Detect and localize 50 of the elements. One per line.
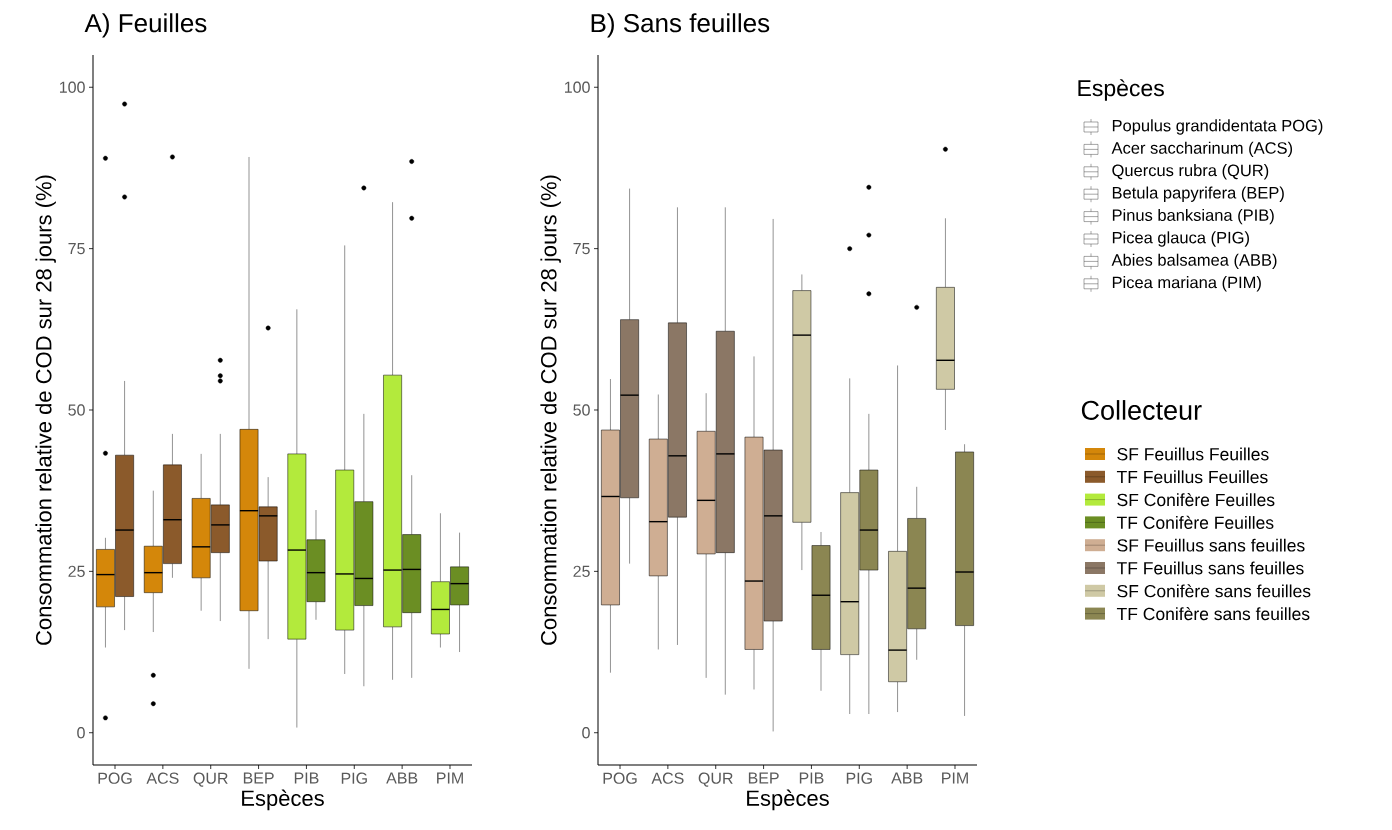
x-axis-title: Espèces: [747, 789, 829, 811]
legend-label: TF Feuillus sans feuilles: [1116, 561, 1304, 575]
x-tick-label: POG: [98, 772, 132, 784]
text: Betula papyrifera (BEP): [1112, 186, 1284, 202]
text: Picea mariana (PIM): [1112, 276, 1261, 292]
y-tick-label: 50: [68, 404, 85, 416]
x-tick-label: PIG: [846, 772, 872, 784]
x-tick-label: ABB: [891, 772, 923, 784]
y-tick-label: 25: [68, 565, 85, 578]
legend-label: TF Conifère Feuilles: [1116, 515, 1274, 529]
x-tick-label: PIG: [341, 772, 367, 784]
legend-label: SF Feuillus sans feuilles: [1117, 538, 1305, 552]
x-tick-label: POG: [603, 772, 637, 784]
x-tick-label: ACS: [146, 772, 179, 784]
text: Espèces: [1078, 79, 1164, 101]
x-tick-label: QUR: [193, 772, 228, 787]
legend-label: TF Feuillus Feuilles: [1116, 470, 1268, 484]
y-tick-label: 75: [68, 243, 85, 255]
legend-label: SF Conifère sans feuilles: [1117, 584, 1311, 598]
text: Picea glauca (PIG): [1112, 231, 1249, 247]
text: Acer saccharinum (ACS): [1111, 141, 1293, 158]
y-tick-label: 0: [77, 727, 85, 739]
x-axis-title: Espèces: [242, 789, 324, 811]
y-tick-label: 100: [565, 81, 590, 93]
y-tick-label: 0: [582, 727, 590, 739]
x-tick-label: PIB: [294, 772, 319, 784]
text: Populus grandidentata POG): [1112, 119, 1323, 135]
x-tick-label: PIM: [942, 772, 968, 784]
legend-label: SF Conifère Feuilles: [1117, 493, 1275, 507]
text: Quercus rubra (QUR): [1112, 164, 1269, 180]
text: Pinus banksiana (PIB): [1112, 208, 1274, 225]
legend-label: SF Feuillus Feuilles: [1117, 447, 1269, 461]
y-axis-title: Consommation relative de COD sur 28 jours (%): [35, 175, 56, 645]
legend-title: Collecteur: [1081, 400, 1202, 420]
y-tick-label: 50: [573, 404, 590, 416]
x-tick-label: QUR: [698, 772, 733, 787]
chart-title: B) Sans feuilles: [591, 13, 770, 38]
x-tick-label: ABB: [386, 772, 418, 784]
x-tick-label: PIB: [799, 772, 824, 784]
x-tick-label: ACS: [651, 772, 684, 784]
x-tick-label: PIM: [437, 772, 463, 784]
x-tick-label: BEP: [748, 772, 779, 784]
y-tick-label: 25: [573, 565, 590, 578]
y-axis-title: Consommation relative de COD sur 28 jours (%): [540, 175, 561, 645]
y-tick-label: 75: [573, 243, 590, 255]
y-tick-label: 100: [60, 81, 85, 93]
text: Abies balsamea (ABB): [1111, 253, 1277, 270]
x-tick-label: BEP: [243, 772, 274, 784]
chart-title: A) Feuilles: [84, 13, 207, 38]
legend-label: TF Conifère sans feuilles: [1116, 607, 1310, 621]
